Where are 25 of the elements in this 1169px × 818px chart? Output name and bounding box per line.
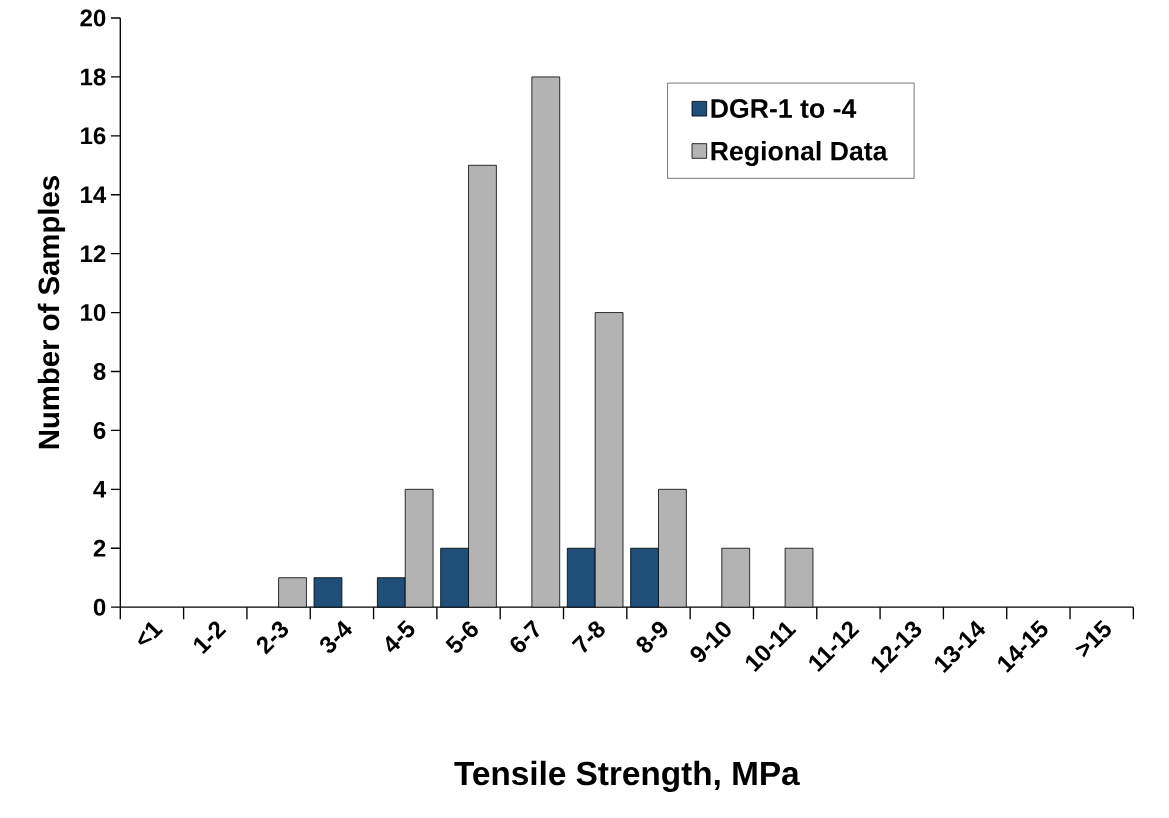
y-tick-label: 2 [93,539,106,557]
y-tick-label: 18 [81,68,106,86]
legend-label: DGR-1 to -4 [711,99,857,119]
y-tick-label: 20 [80,9,106,27]
y-tick-label: 8 [93,363,106,381]
x-tick-label: 7-8 [571,621,605,653]
x-tick-label: 3-4 [320,620,353,653]
y-tick-label: 0 [93,598,106,616]
y-tick-label: 6 [93,422,106,440]
y-tick-label: 14 [81,186,107,204]
x-tick-label: 4-5 [385,619,415,653]
y-axis-title: Number of Samples [37,176,66,449]
y-tick-label: 10 [81,304,106,322]
legend-label: Regional Data [711,141,888,167]
y-tick-label: 12 [81,245,106,263]
x-tick-label: >15 [1075,619,1111,658]
x-axis-title: Tensile Strength, MPa [454,760,800,793]
x-tick-label: 1-2 [193,621,227,655]
y-tick-label: 4 [93,481,107,498]
y-tick-label: 16 [81,127,106,145]
x-tick-label: 6-7 [510,619,540,653]
x-tick-label: <1 [138,622,164,645]
x-tick-label: 2-3 [256,621,289,655]
x-tick-label: 8-9 [636,621,668,653]
x-tick-label: 5-6 [445,621,478,653]
